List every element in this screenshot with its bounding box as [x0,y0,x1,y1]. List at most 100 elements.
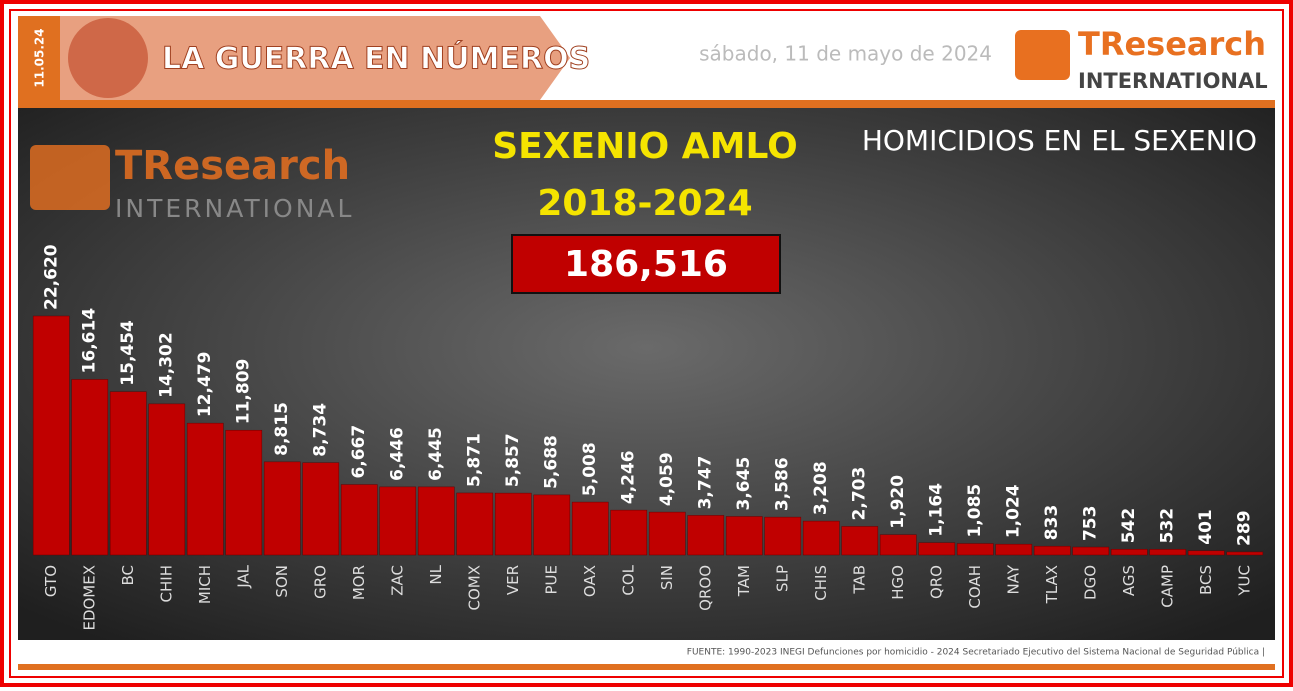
bar [956,543,994,556]
bar [186,422,224,556]
value-label: 532 [1158,508,1178,544]
x-tick-label: AGS [1120,565,1138,596]
bar [379,486,417,556]
bar [648,511,686,556]
bar [456,492,494,556]
x-tick-label: NL [427,564,445,584]
value-label: 3,645 [734,457,754,511]
bar [918,542,956,556]
bar [109,391,147,556]
value-label: 1,024 [1004,484,1024,538]
total-label: 186,516 [564,244,728,285]
bar [263,461,301,556]
x-tick-label: HGO [889,565,907,600]
x-tick-label: MICH [196,565,214,604]
x-tick-label: DGO [1081,565,1099,600]
x-tick-label: COAH [966,565,984,609]
bar [494,492,532,556]
x-tick-label: TAB [850,565,868,595]
bar [764,516,802,556]
x-tick-label: GTO [42,565,60,597]
x-tick-label: MOR [350,565,368,600]
bar [225,429,263,556]
banner [60,16,570,100]
watermark-sub: INTERNATIONAL [115,194,354,223]
value-label: 3,208 [811,461,831,515]
value-label: 401 [1196,509,1216,545]
value-label: 2,703 [850,467,870,521]
x-tick-label: SON [273,565,291,598]
bar [71,379,109,556]
chart-title: SEXENIO AMLO [492,126,797,167]
x-tick-label: QROO [696,565,714,611]
bar [148,403,186,556]
value-label: 3,747 [696,456,716,510]
footer-bar [18,664,1275,670]
value-label: 289 [1235,510,1255,546]
x-tick-label: CAMP [1158,565,1176,608]
x-tick-label: QRO [927,565,945,599]
bar [687,515,725,556]
bar [417,486,455,556]
value-label: 11,809 [234,359,254,425]
logo-sub: INTERNATIONAL [1078,69,1268,93]
value-label: 1,085 [965,484,985,538]
logo-icon [1015,30,1070,80]
total-box [511,234,781,294]
x-tick-label: COL [619,564,637,595]
date-code: 11.05.24 [33,28,47,87]
bar [1110,549,1148,556]
value-label: 6,667 [349,425,369,479]
x-tick-label: COMX [465,565,483,611]
bar [1072,546,1110,556]
value-label: 12,479 [195,352,215,418]
bar [1226,551,1264,556]
chart-subtitle: 2018-2024 [537,183,752,224]
bar [802,520,840,556]
x-tick-label: BC [119,565,137,586]
x-tick-label: TAM [735,565,753,597]
x-tick-label: BCS [1197,565,1215,595]
x-tick-label: OAX [581,565,599,597]
bar [725,516,763,556]
value-label: 1,920 [888,475,908,529]
x-tick-label: NAY [1004,564,1022,594]
x-tick-label: CHIS [812,565,830,601]
value-label: 8,734 [311,403,331,457]
bar [879,534,917,556]
x-tick-label: YUC [1235,565,1253,597]
bar [841,526,879,556]
value-label: 14,302 [157,332,177,398]
value-label: 8,815 [272,402,292,456]
value-label: 16,614 [80,308,100,374]
divider [18,100,1275,108]
value-label: 542 [1119,508,1139,544]
value-label: 22,620 [41,244,61,310]
watermark-icon [30,145,110,210]
value-label: 6,445 [426,427,446,481]
value-label: 5,857 [503,433,523,487]
bar [32,315,70,556]
value-label: 5,871 [465,433,485,487]
bar [340,484,378,556]
date-tab [18,16,60,100]
x-tick-label: PUE [542,565,560,595]
value-label: 15,454 [118,320,138,386]
bar [571,501,609,556]
bar [610,509,648,556]
bar [995,543,1033,556]
x-tick-label: EDOMEX [80,565,98,631]
banner-text: LA GUERRA EN NÚMEROS [162,40,590,77]
x-tick-label: SIN [658,565,676,590]
annotation: HOMICIDIOS EN EL SEXENIO [862,124,1257,157]
value-label: 5,008 [580,442,600,496]
x-tick-label: SLP [773,565,791,592]
value-label: 753 [1081,506,1101,542]
value-label: 4,246 [619,450,639,504]
x-tick-label: TLAX [1043,565,1061,604]
x-tick-label: VER [504,565,522,595]
watermark-name: TResearch [115,143,350,189]
source: FUENTE: 1990-2023 INEGI Defunciones por … [687,648,1265,658]
banner-icon [68,18,148,98]
